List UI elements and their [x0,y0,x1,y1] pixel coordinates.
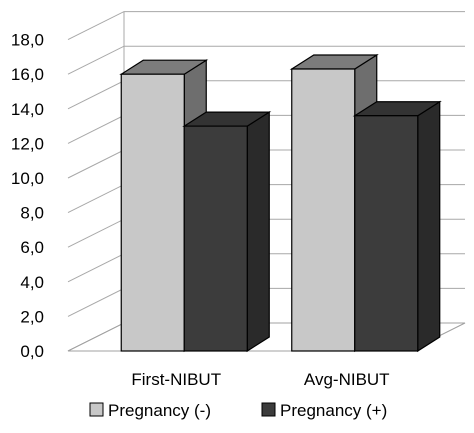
y-tick-label: 8,0 [20,204,44,223]
y-tick-label: 4,0 [20,273,44,292]
y-tick-label: 10,0 [11,169,44,188]
y-tick-label: 0,0 [20,342,44,361]
legend-label: Pregnancy (+) [280,401,387,420]
legend-swatch [89,402,104,417]
bars [119,53,442,353]
bar-side [246,111,270,353]
y-tick-label: 18,0 [11,31,44,50]
x-category-labels: First-NIBUT Avg-NIBUT [131,370,389,389]
y-tick-label: 2,0 [20,307,44,326]
bar [183,125,248,352]
bar [354,115,419,352]
legend-swatch [261,402,276,417]
y-tick-labels: 0,0 2,0 4,0 6,0 8,0 10,0 12,0 14,0 16,0 18,0 [11,31,44,361]
legend-label: Pregnancy (-) [108,401,211,420]
bar [291,68,356,352]
gridline [67,11,465,41]
bar [120,73,185,352]
y-tick-label: 16,0 [11,65,44,84]
category-label: First-NIBUT [131,370,221,389]
category-label: Avg-NIBUT [304,370,390,389]
bar-side [417,100,441,353]
y-tick-label: 14,0 [11,100,44,119]
y-tick-label: 6,0 [20,238,44,257]
legend: Pregnancy (-) Pregnancy (+) [89,401,387,420]
y-tick-label: 12,0 [11,134,44,153]
